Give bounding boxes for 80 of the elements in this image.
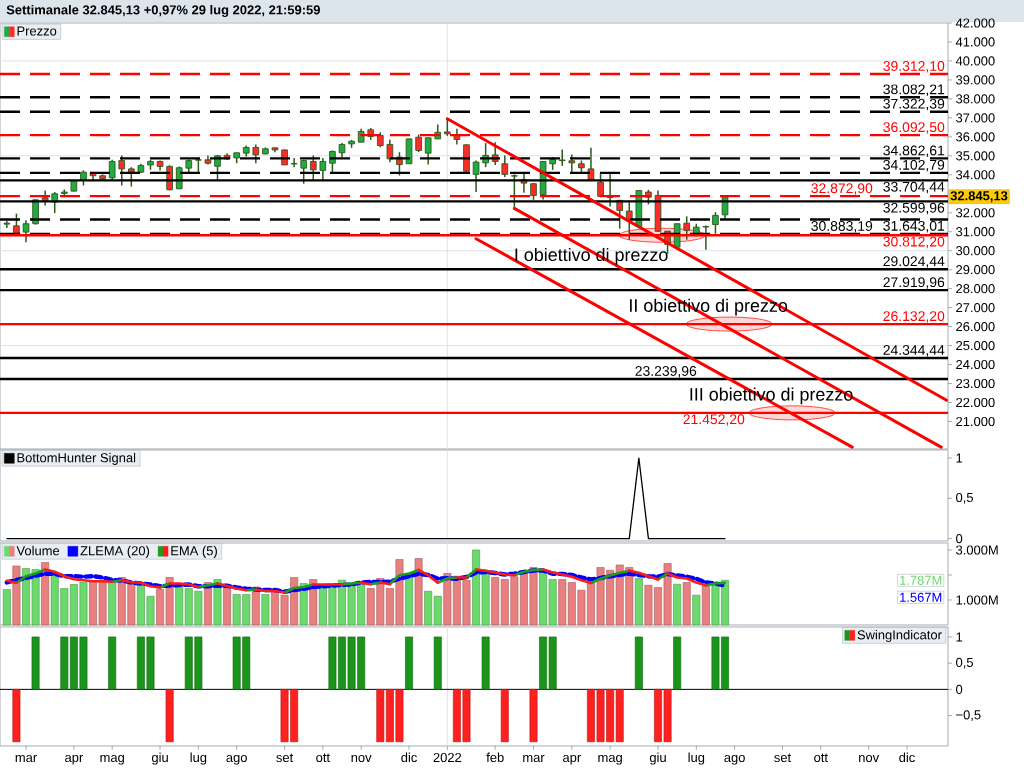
legend-label: ZLEMA (20)	[80, 545, 150, 558]
x-tick-label: mag	[598, 754, 622, 765]
y-tick-label: 42.000	[955, 18, 995, 28]
x-tick-label: lug	[688, 752, 705, 765]
x-tick-label: set	[276, 753, 294, 763]
x-tick-label: mar	[523, 754, 545, 763]
chart-title: Settimanale 32.845,13 +0,97% 29 lug 2022, 21:59:59	[6, 4, 320, 18]
ref-line-label: 33.704,44	[883, 181, 945, 194]
x-tick-label: apr	[65, 754, 84, 765]
y-tick-label: 26.000	[956, 322, 995, 332]
x-tick-label: giu	[649, 752, 666, 765]
ref-line-label: 29.024,44	[883, 256, 945, 268]
ref-line-label: 32.872,90	[811, 183, 873, 195]
y-tick-label: 23.000	[956, 378, 995, 389]
x-tick-label: mag	[100, 754, 124, 765]
x-tick-label: nov	[859, 754, 880, 763]
ref-line-label: 39.312,10	[883, 61, 945, 73]
ref-line-label: 37.322,39	[883, 98, 945, 111]
x-tick-label: lug	[190, 752, 207, 765]
legend-label: SwingIndicator	[857, 629, 942, 642]
annotation: 1.787M	[900, 575, 942, 585]
ref-line-label: 27.919,96	[883, 277, 945, 289]
y-tick-label: 0,5	[956, 492, 973, 504]
text: 32.845,13	[950, 191, 1008, 203]
x-tick-label: nov	[351, 754, 372, 763]
ref-line-label: 36.092,50	[883, 122, 945, 134]
ref-line-label: 32.599,96	[883, 202, 945, 215]
x-tick-label: set	[774, 753, 792, 763]
y-tick-label: 1.000M	[956, 595, 998, 605]
ref-line-label: 30.883,19	[811, 220, 873, 233]
x-tick-label: ott	[316, 753, 330, 763]
y-tick-label: 1	[956, 453, 963, 463]
ref-line-label: 21.452,20	[683, 414, 745, 426]
x-tick-label: dic	[899, 752, 915, 763]
y-tick-label: 0	[956, 533, 963, 544]
ref-line-label: 24.344,44	[883, 345, 945, 357]
y-tick-label: 39.000	[956, 75, 995, 85]
legend-label: Prezzo	[17, 26, 57, 36]
y-tick-label: 27.000	[956, 303, 995, 313]
y-tick-label: 34.000	[956, 170, 995, 180]
y-tick-label: 24.000	[956, 359, 995, 370]
y-tick-label: 41.000	[955, 37, 995, 47]
x-tick-label: ago	[226, 754, 247, 765]
ref-line-label: 31.643,01	[883, 220, 945, 233]
x-tick-label: dic	[401, 752, 417, 763]
x-tick-label: 2022	[433, 752, 462, 763]
x-tick-label: ago	[724, 754, 745, 765]
ref-line-label: 34.102,79	[883, 159, 945, 172]
x-tick-label: apr	[563, 754, 581, 765]
ref-line-label: 38.082,21	[883, 84, 945, 96]
y-tick-label: 0,5	[956, 657, 973, 669]
y-tick-label: 3.000M	[956, 545, 998, 555]
y-tick-label: 1	[956, 632, 963, 642]
ref-line-label: 34.862,61	[883, 145, 945, 158]
x-tick-label: mar	[15, 754, 37, 763]
y-tick-label: 30.000	[956, 246, 995, 256]
y-tick-label: 21.000	[956, 416, 995, 427]
x-tick-label: ott	[814, 753, 828, 763]
y-tick-label: 28.000	[956, 284, 995, 294]
y-tick-label: 31.000	[956, 227, 995, 237]
x-tick-label: giu	[151, 752, 168, 765]
y-tick-label: 0	[956, 684, 963, 694]
legend-label: Volume	[16, 545, 60, 556]
y-tick-label: 38.000	[956, 94, 995, 104]
ref-line-label: 23.239,96	[635, 366, 697, 378]
y-tick-label: 37.000	[956, 113, 995, 123]
y-tick-label: 40.000	[955, 56, 995, 66]
y-tick-label: 36.000	[956, 132, 995, 142]
ref-line-label: 26.132,20	[883, 311, 945, 323]
ref-line-label: 30.812,20	[883, 236, 945, 249]
legend-label: BottomHunter Signal	[17, 452, 136, 465]
y-tick-label: 35.000	[956, 151, 995, 161]
y-tick-label: −0,5	[956, 710, 981, 721]
legend-label: EMA (5)	[171, 545, 217, 558]
y-tick-label: 32.000	[956, 208, 995, 218]
annotation: 1.567M	[900, 592, 942, 602]
y-tick-label: 22.000	[956, 397, 995, 408]
x-tick-label: feb	[486, 752, 504, 763]
y-tick-label: 29.000	[956, 265, 995, 275]
y-tick-label: 25.000	[956, 340, 995, 351]
